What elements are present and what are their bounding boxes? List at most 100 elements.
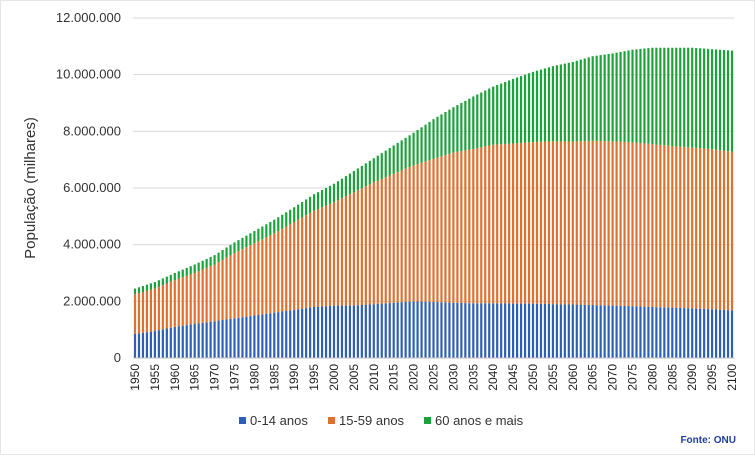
bar-segment-60plus	[663, 47, 666, 146]
bar-segment-60plus	[583, 58, 586, 142]
bar-segment-0-14	[213, 321, 216, 358]
bar-segment-60plus	[324, 187, 328, 206]
bar-segment-15-59	[567, 141, 570, 305]
bar-segment-0-14	[169, 327, 172, 358]
bar-segment-0-14	[551, 304, 554, 358]
bar-segment-15-59	[671, 146, 674, 308]
bar-segment-0-14	[539, 303, 543, 358]
bar-segment-0-14	[185, 325, 188, 358]
bar-segment-60plus	[695, 48, 698, 148]
bar-segment-0-14	[504, 303, 507, 358]
bar-segment-15-59	[408, 167, 411, 302]
bar-segment-15-59	[376, 180, 379, 304]
bar-segment-0-14	[643, 306, 646, 358]
bar-segment-60plus	[285, 212, 288, 227]
bar-segment-0-14	[480, 303, 483, 358]
bar-segment-60plus	[575, 60, 578, 142]
x-tick-label: 2045	[506, 364, 520, 391]
bar-segment-0-14	[607, 305, 610, 358]
bar-segment-15-59	[372, 182, 375, 305]
bar-segment-60plus	[484, 90, 487, 147]
bar-segment-60plus	[344, 176, 348, 197]
bar-segment-0-14	[313, 307, 316, 358]
bar-segment-15-59	[364, 186, 367, 305]
bar-segment-15-59	[607, 141, 610, 306]
x-tick-label: 1970	[208, 364, 222, 391]
bar-segment-0-14	[476, 303, 479, 358]
bar-segment-15-59	[726, 151, 730, 311]
bar-segment-15-59	[615, 141, 618, 306]
bar-segment-15-59	[396, 172, 399, 303]
y-axis-label: População (milhares)	[22, 117, 39, 259]
bar-segment-60plus	[356, 168, 359, 191]
bar-segment-0-14	[695, 308, 698, 358]
bar-segment-15-59	[305, 215, 308, 309]
bar-segment-60plus	[368, 160, 371, 185]
bar-segment-15-59	[420, 162, 423, 302]
bar-segment-60plus	[551, 66, 554, 142]
bar-segment-60plus	[492, 86, 495, 145]
bar-segment-0-14	[543, 303, 547, 358]
bar-segment-15-59	[344, 196, 348, 306]
x-tick-label: 2060	[566, 364, 580, 391]
bar-segment-15-59	[281, 228, 284, 312]
bar-segment-0-14	[563, 304, 566, 358]
bar-segment-60plus	[193, 264, 196, 273]
bar-segment-60plus	[643, 48, 646, 144]
bar-segment-0-14	[432, 301, 435, 358]
bar-segment-0-14	[257, 314, 260, 358]
bar-segment-0-14	[293, 309, 296, 358]
x-tick-label: 2000	[327, 364, 341, 391]
bar-segment-0-14	[305, 308, 308, 358]
legend-swatch	[424, 417, 431, 424]
bar-segment-60plus	[336, 181, 340, 201]
bar-segment-0-14	[173, 326, 176, 358]
bar-segment-60plus	[340, 178, 344, 199]
bar-segment-60plus	[153, 282, 156, 289]
x-tick-labels: 1950 1955 1960 1965 1970 1975 1980 1985 1990 1995…	[128, 364, 739, 391]
bar-segment-0-14	[527, 303, 531, 358]
bar-segment-60plus	[543, 68, 547, 142]
bar-segment-0-14	[277, 312, 280, 358]
bar-segment-60plus	[523, 74, 527, 143]
bar-segment-15-59	[512, 143, 515, 304]
bar-segment-15-59	[730, 151, 734, 311]
bar-segment-0-14	[444, 302, 447, 358]
bar-segment-60plus	[364, 163, 367, 187]
bar-segment-60plus	[555, 65, 558, 142]
bar-segment-15-59	[229, 255, 232, 319]
bar-segment-0-14	[189, 324, 192, 358]
y-tick-label: 6.000.000	[63, 180, 121, 195]
bar-segment-0-14	[360, 305, 363, 358]
bars	[133, 47, 734, 358]
bar-segment-60plus	[472, 96, 475, 149]
bar-segment-60plus	[145, 284, 149, 291]
bar-segment-15-59	[547, 141, 551, 305]
bar-segment-60plus	[707, 48, 710, 149]
bar-segment-0-14	[603, 305, 606, 358]
bar-segment-0-14	[460, 302, 463, 358]
bar-segment-0-14	[523, 303, 527, 358]
bar-segment-0-14	[237, 317, 240, 358]
bar-segment-60plus	[515, 77, 519, 144]
bar-segment-0-14	[340, 305, 344, 358]
bar-segment-15-59	[217, 262, 220, 321]
x-tick-label: 1965	[188, 364, 202, 391]
bar-segment-60plus	[316, 192, 320, 209]
bar-segment-60plus	[687, 47, 690, 148]
bar-segment-60plus	[535, 70, 539, 142]
bar-segment-60plus	[480, 92, 483, 148]
bar-segment-15-59	[703, 148, 706, 309]
bar-segment-15-59	[480, 147, 483, 304]
bar-segment-60plus	[691, 47, 694, 148]
bar-segment-0-14	[225, 319, 228, 358]
bar-segment-15-59	[165, 283, 168, 329]
bar-segment-60plus	[161, 278, 164, 286]
bar-segment-0-14	[412, 301, 415, 358]
bar-segment-15-59	[575, 141, 578, 305]
x-tick-label: 2005	[347, 364, 361, 391]
legend-label: 60 anos e mais	[435, 413, 524, 428]
bar-segment-0-14	[535, 303, 539, 358]
bar-segment-60plus	[436, 116, 439, 158]
